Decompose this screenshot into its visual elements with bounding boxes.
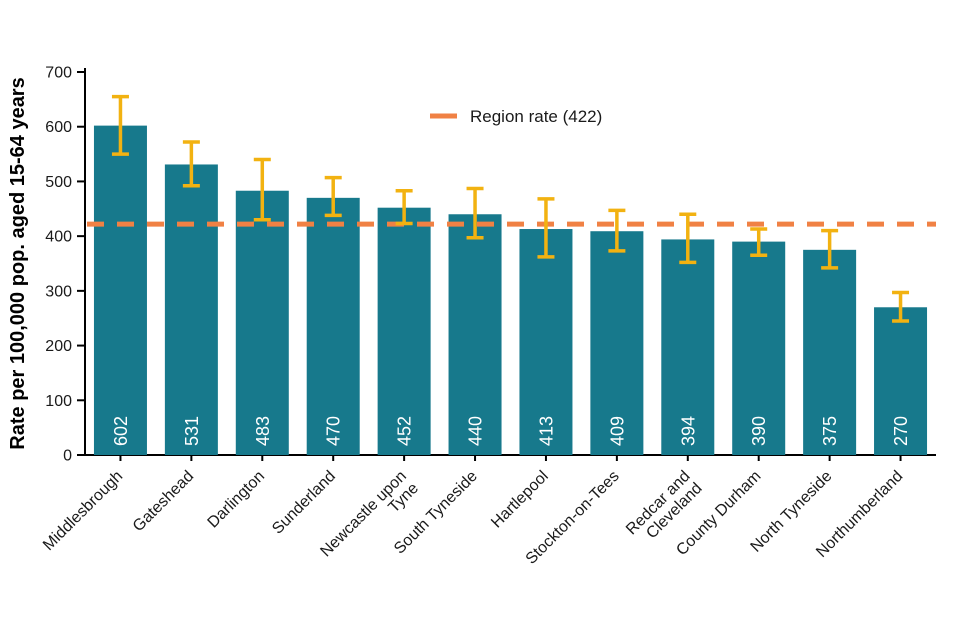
x-tick-label: Middlesbrough [40, 468, 126, 554]
bar-value-label: 413 [536, 416, 556, 446]
y-tick-label: 200 [45, 338, 72, 355]
bar-value-label: 483 [253, 416, 273, 446]
bar [93, 125, 147, 456]
x-tick-label: Hartlepool [488, 468, 552, 532]
bar [874, 307, 928, 455]
y-tick-label: 600 [45, 119, 72, 136]
bar-value-label: 390 [749, 416, 769, 446]
bar-value-label: 440 [466, 416, 486, 446]
y-axis-title: Rate per 100,000 pop. aged 15-64 years [7, 77, 29, 449]
bar [235, 190, 289, 456]
bar [590, 231, 644, 455]
x-tick-label: Darlington [205, 468, 269, 532]
y-tick-label: 0 [63, 448, 72, 465]
bar-value-label: 409 [607, 416, 627, 446]
legend-label: Region rate (422) [470, 107, 602, 126]
y-tick-label: 400 [45, 229, 72, 246]
y-tick-label: 300 [45, 283, 72, 300]
bar [377, 207, 431, 455]
bar [306, 197, 360, 456]
bar-value-label: 452 [395, 416, 415, 446]
bar-value-label: 375 [820, 416, 840, 446]
bar [448, 214, 502, 455]
bar [661, 239, 715, 455]
y-tick-label: 500 [45, 174, 72, 191]
y-tick-label: 700 [45, 65, 72, 82]
bar-value-label: 470 [324, 416, 344, 446]
bar [803, 249, 857, 455]
bar [732, 241, 786, 455]
y-tick-label: 100 [45, 393, 72, 410]
bar [519, 229, 573, 455]
bar [164, 164, 218, 455]
x-tick-label: Sunderland [269, 468, 339, 538]
bar-value-label: 602 [111, 416, 131, 446]
x-tick-label: Gateshead [130, 468, 197, 535]
bar-value-label: 394 [678, 416, 698, 446]
bar-value-label: 270 [891, 416, 911, 446]
bar-value-label: 531 [182, 416, 202, 446]
